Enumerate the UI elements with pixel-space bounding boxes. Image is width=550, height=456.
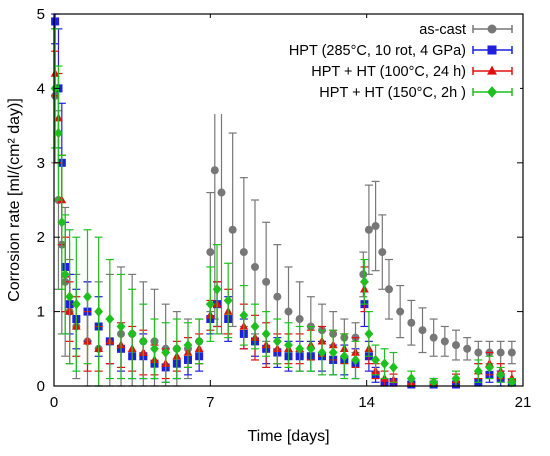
- data-point: [407, 318, 416, 327]
- data-point: [496, 348, 505, 357]
- data-point: [212, 284, 222, 295]
- data-point: [440, 337, 449, 346]
- data-point: [205, 298, 215, 310]
- legend-entry: HPT (285°C, 10 rot, 4 GPa): [289, 43, 513, 59]
- legend-entry: HPT + HT (100°C, 24 h): [311, 64, 513, 80]
- y-tick-label: 4: [37, 80, 45, 97]
- data-point: [223, 295, 233, 306]
- y-tick-label: 3: [37, 155, 45, 172]
- data-point: [51, 17, 60, 26]
- data-point: [385, 285, 393, 294]
- data-point: [217, 188, 226, 197]
- legend-label: HPT + HT (150°C, 2h ): [319, 85, 466, 101]
- data-point: [262, 277, 271, 286]
- data-point: [83, 291, 92, 302]
- data-point: [473, 365, 483, 377]
- data-point: [429, 377, 439, 388]
- data-point: [360, 276, 369, 288]
- legend-marker: [487, 65, 497, 75]
- legend: as-cast HPT (285°C, 10 rot, 4 GPa) HPT + H…: [200, 18, 520, 114]
- legend-label: as-cast: [419, 22, 466, 38]
- data-point: [452, 341, 460, 350]
- data-point: [250, 321, 260, 332]
- data-point: [183, 339, 193, 351]
- data-point: [138, 336, 148, 347]
- data-point: [150, 343, 159, 354]
- data-point: [378, 248, 387, 257]
- data-point: [359, 270, 368, 279]
- data-point: [116, 321, 126, 332]
- data-point: [127, 328, 137, 340]
- data-point: [371, 222, 380, 231]
- data-point: [251, 262, 259, 271]
- y-tick-label: 2: [37, 229, 45, 246]
- data-point: [406, 373, 416, 384]
- plot-frame: [53, 13, 524, 387]
- data-point: [429, 333, 438, 342]
- axis-ticks: 0 7 14 21 0 1 2 3 4 5: [37, 6, 532, 411]
- data-point: [261, 328, 271, 340]
- legend-marker: [487, 45, 497, 55]
- y-axis-label: Corrosion rate [ml/(cm² day)]: [6, 98, 23, 302]
- legend-background: [200, 18, 520, 114]
- data-point: [507, 348, 516, 357]
- legend-entry: HPT + HT (150°C, 2h ): [319, 85, 513, 101]
- data-point: [474, 348, 483, 357]
- data-point: [161, 347, 171, 358]
- data-point: [71, 298, 81, 310]
- data-point: [339, 351, 349, 362]
- legend-marker: [487, 24, 497, 34]
- data-point: [463, 344, 472, 353]
- data-point: [54, 127, 63, 139]
- x-tick-label: 21: [515, 394, 532, 411]
- x-tick-label: 14: [358, 394, 375, 411]
- data-point: [272, 336, 282, 347]
- data-point: [496, 369, 506, 381]
- y-tick-label: 1: [37, 304, 45, 321]
- data-point: [507, 377, 517, 388]
- data-point: [57, 217, 67, 228]
- x-tick-label: 7: [206, 394, 214, 411]
- legend-entry: as-cast: [419, 22, 513, 38]
- data-point: [380, 358, 389, 369]
- data-point: [65, 291, 75, 302]
- data-point: [94, 306, 104, 317]
- data-point: [284, 339, 293, 351]
- data-point: [306, 343, 316, 354]
- x-axis-label: Time [days]: [247, 428, 329, 445]
- data-point: [273, 292, 282, 301]
- data-point: [295, 343, 305, 354]
- data-point: [364, 328, 374, 340]
- data-point: [239, 310, 249, 321]
- x-tick-label: 0: [50, 394, 58, 411]
- data-point: [295, 315, 304, 324]
- data-point: [105, 313, 115, 325]
- data-point: [371, 354, 380, 366]
- data-point: [485, 362, 494, 373]
- series-layer: [50, 13, 517, 389]
- y-tick-label: 5: [37, 6, 45, 23]
- data-point: [284, 307, 293, 316]
- data-point: [317, 347, 327, 358]
- legend-label: HPT + HT (100°C, 24 h): [311, 64, 466, 80]
- data-point: [228, 225, 237, 234]
- data-point: [206, 248, 215, 257]
- data-point: [328, 347, 338, 358]
- data-point: [451, 373, 461, 384]
- legend-label: HPT (285°C, 10 rot, 4 GPa): [289, 43, 466, 59]
- data-point: [396, 307, 405, 316]
- data-point: [351, 354, 360, 366]
- data-point: [194, 336, 204, 347]
- data-point: [389, 362, 398, 373]
- data-point: [364, 225, 373, 234]
- legend-marker: [487, 86, 497, 98]
- data-point: [418, 326, 427, 335]
- y-tick-label: 0: [37, 378, 45, 395]
- data-point: [210, 166, 219, 175]
- data-point: [172, 343, 182, 354]
- data-point: [239, 248, 248, 257]
- data-point: [60, 269, 70, 280]
